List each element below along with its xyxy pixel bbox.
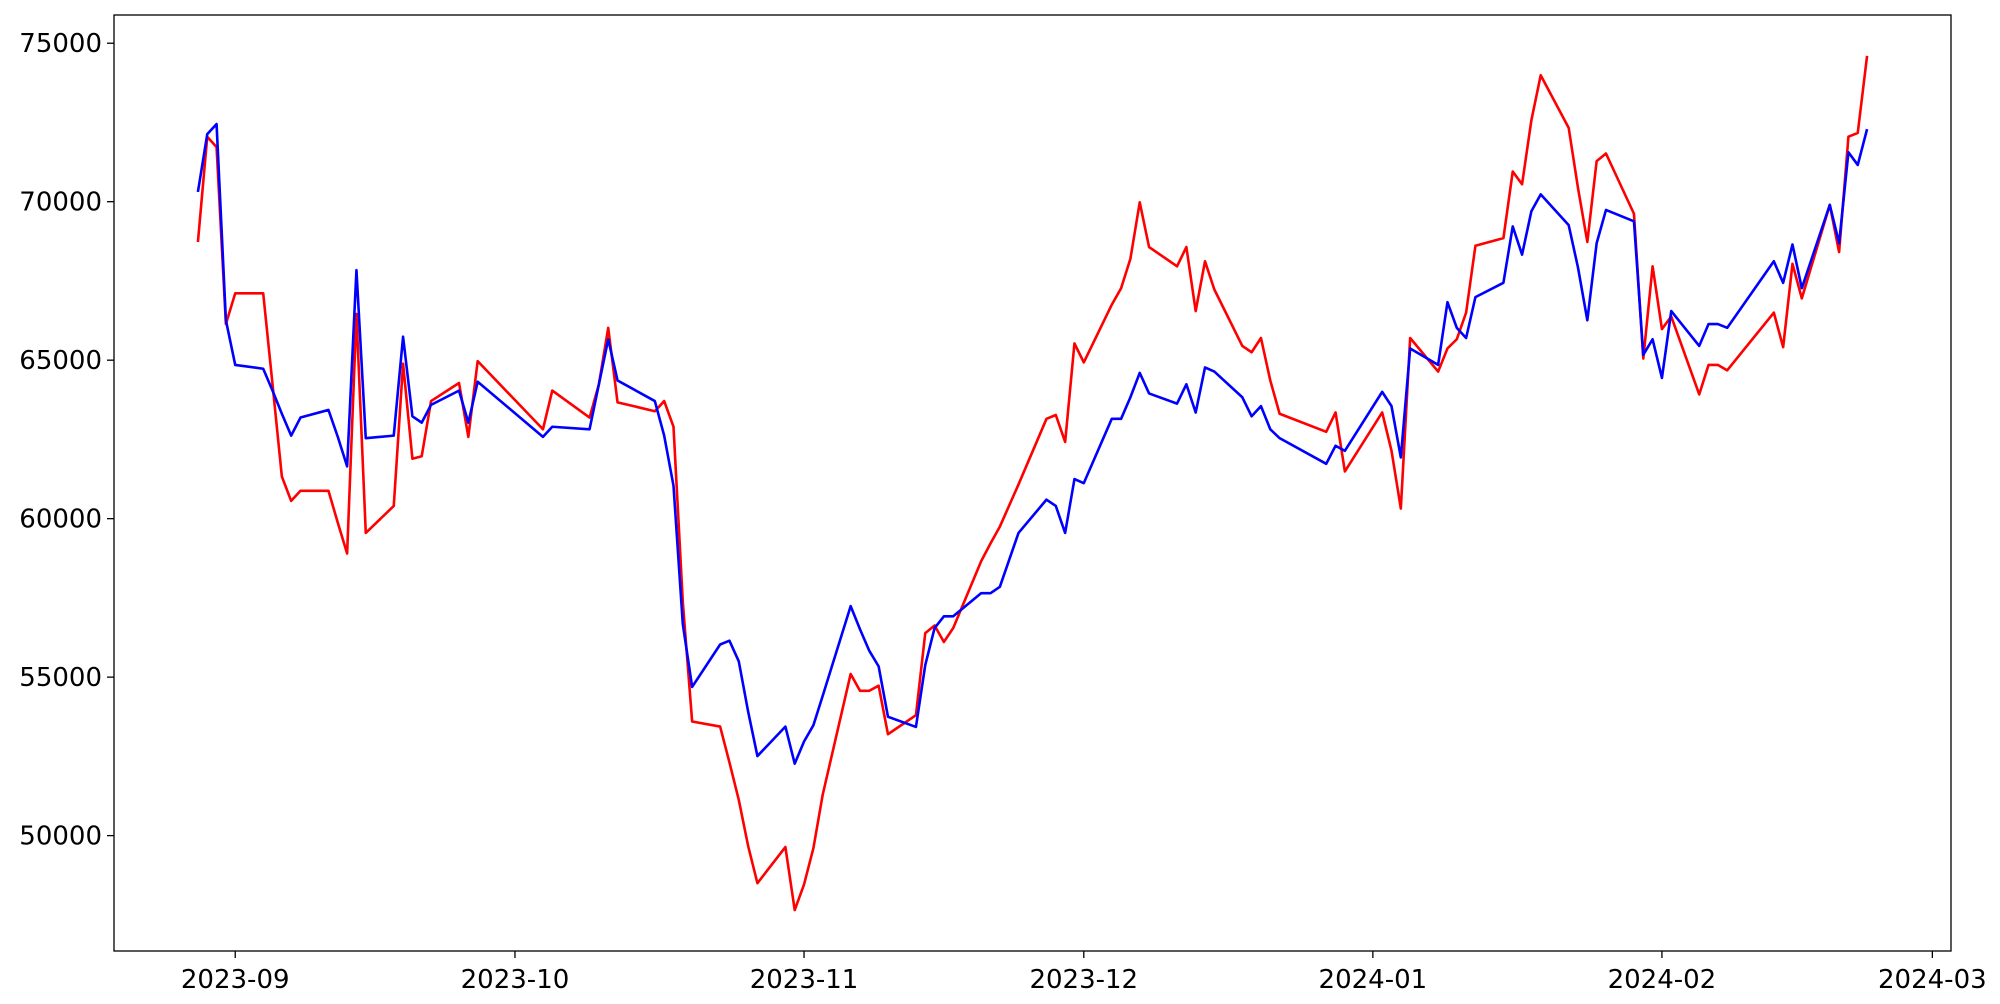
- y-tick-label: 75000: [19, 29, 102, 59]
- y-tick-label: 60000: [19, 505, 102, 535]
- x-tick-label: 2023-11: [750, 965, 859, 995]
- x-tick-label: 2023-09: [181, 965, 290, 995]
- y-tick-label: 70000: [19, 188, 102, 218]
- x-tick-label: 2023-12: [1029, 965, 1138, 995]
- plot-frame: [113, 14, 1952, 952]
- series-line: [196, 122, 1869, 765]
- x-tick-label: 2024-01: [1319, 965, 1428, 995]
- series-line: [196, 55, 1869, 912]
- y-tick-label: 55000: [19, 663, 102, 693]
- x-tick-label: 2024-02: [1608, 965, 1717, 995]
- y-tick-label: 65000: [19, 346, 102, 376]
- y-tick-label: 50000: [19, 822, 102, 852]
- x-tick-label: 2023-10: [461, 965, 570, 995]
- x-tick-label: 2024-03: [1878, 965, 1987, 995]
